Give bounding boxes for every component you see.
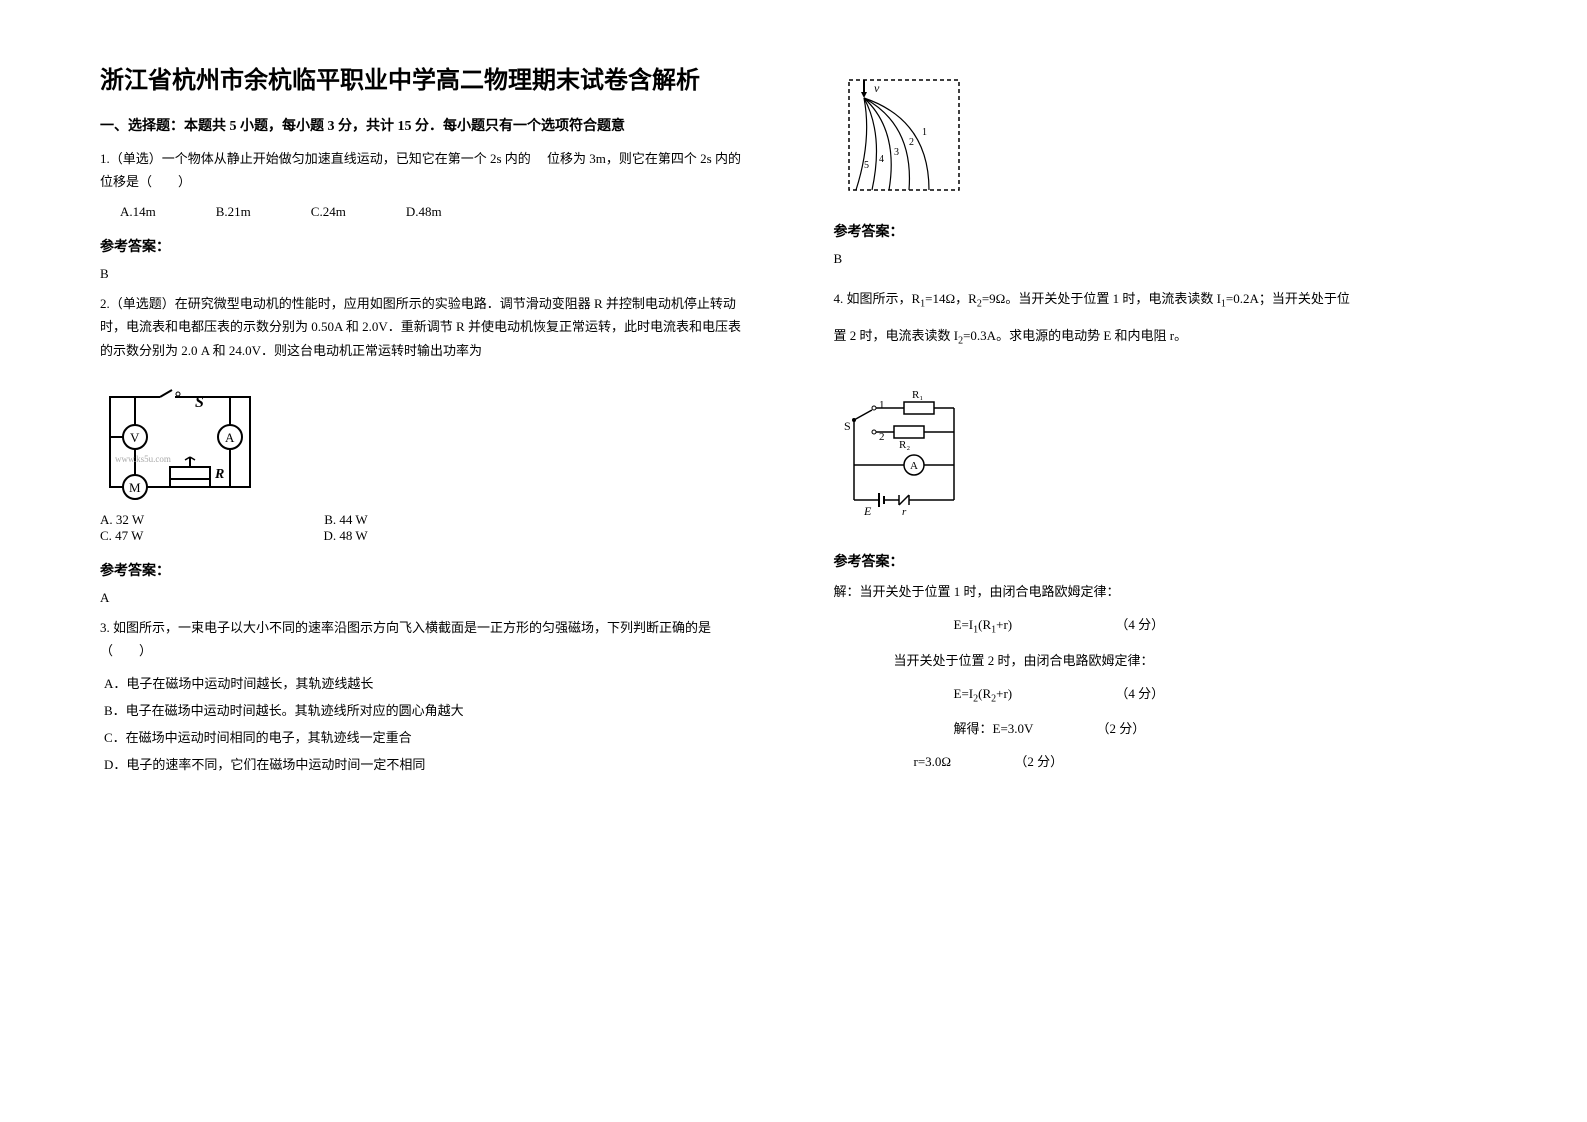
svg-text:4: 4 [879, 154, 884, 165]
q2-options: A. 32 W B. 44 W C. 47 W D. 48 W [100, 512, 754, 544]
q4-text-line2: 置 2 时，电流表读数 I2=0.3A。求电源的电动势 E 和内电阻 r。 [834, 324, 1488, 351]
q4-r2: =9Ω。当开关处于位置 1 时，电流表读数 I [982, 291, 1221, 306]
left-column: 浙江省杭州市余杭临平职业中学高二物理期末试卷含解析 一、选择题：本题共 5 小题… [100, 60, 754, 1062]
q2-answer-label: 参考答案： [100, 560, 754, 580]
q4-score3: （2 分） [1096, 721, 1145, 736]
q4-i2: =0.3A。求电源的电动势 E 和内电阻 r。 [963, 328, 1187, 343]
section-header: 一、选择题：本题共 5 小题，每小题 3 分，共计 15 分．每小题只有一个选项… [100, 115, 754, 135]
svg-text:S: S [195, 394, 204, 411]
q3-opt-a: A．电子在磁场中运动时间越长，其轨迹线越长 [104, 673, 754, 692]
page-title: 浙江省杭州市余杭临平职业中学高二物理期末试卷含解析 [100, 60, 754, 95]
q4-f1c: +r) [996, 617, 1012, 632]
q1-opt-b: B.21m [216, 204, 251, 220]
svg-text:R: R [214, 467, 224, 482]
svg-text:R₁: R₁ [912, 390, 923, 401]
q4-sol2: 当开关处于位置 2 时，由闭合电路欧姆定律： [894, 650, 1488, 669]
q4-score1: （4 分） [1115, 617, 1164, 632]
svg-text:V: V [130, 430, 140, 445]
q2-opt-b: B. 44 W [324, 512, 367, 528]
q2-answer: A [100, 590, 754, 606]
svg-text:www.ks5u.com: www.ks5u.com [115, 454, 171, 464]
q4-text-line1: 4. 如图所示，R1=14Ω，R2=9Ω。当开关处于位置 1 时，电流表读数 I… [834, 287, 1488, 314]
svg-text:A: A [910, 460, 918, 472]
svg-text:A: A [225, 430, 235, 445]
q4-score2: （4 分） [1115, 686, 1164, 701]
q2-text: 2.（单选题）在研究微型电动机的性能时，应用如图所示的实验电路．调节滑动变阻器 … [100, 292, 754, 362]
magnetic-field-diagram: v 1 2 3 4 5 [834, 70, 1488, 205]
svg-text:R₂: R₂ [899, 439, 910, 451]
svg-text:M: M [129, 480, 141, 495]
q4-formula2: E=I2(R2+r) （4 分） [954, 683, 1488, 705]
q4-i1: =0.2A；当开关处于位 [1226, 291, 1350, 306]
q4-score4: （2 分） [1014, 754, 1063, 769]
q3-opt-c: C．在磁场中运动时间相同的电子，其轨迹线一定重合 [104, 727, 754, 746]
q1-options: A.14m B.21m C.24m D.48m [120, 204, 754, 220]
svg-text:S: S [844, 419, 851, 433]
q4-f1a: E=I [954, 617, 974, 632]
svg-text:v: v [874, 81, 880, 95]
q4-sol4: r=3.0Ω [914, 754, 952, 769]
svg-text:2: 2 [909, 137, 914, 148]
q3-answer-label: 参考答案： [834, 221, 1488, 241]
q4-sol4-line: r=3.0Ω （2 分） [914, 751, 1488, 770]
q4-f2a: E=I [954, 686, 974, 701]
q2-opt-c: C. 47 W [100, 528, 143, 544]
q3-opt-b: B．电子在磁场中运动时间越长。其轨迹线所对应的圆心角越大 [104, 700, 754, 719]
right-column: v 1 2 3 4 5 参考答案： B 4. 如图所示，R1=14Ω，R2=9Ω… [834, 60, 1488, 1062]
q2-opt-d: D. 48 W [323, 528, 367, 544]
q1-opt-d: D.48m [406, 204, 442, 220]
q4-f2b: (R [978, 686, 991, 701]
q1-text: 1.（单选）一个物体从静止开始做匀加速直线运动，已知它在第一个 2s 内的 位移… [100, 147, 754, 194]
svg-text:1: 1 [879, 399, 885, 411]
q4-f1b: (R [978, 617, 991, 632]
q4-f2c: +r) [996, 686, 1012, 701]
q4-sol3: 解得：E=3.0V [954, 721, 1034, 736]
q2-opt-a: A. 32 W [100, 512, 144, 528]
q3-text: 3. 如图所示，一束电子以大小不同的速率沿图示方向飞入横截面是一正方形的匀强磁场… [100, 616, 754, 663]
q3-answer: B [834, 251, 1488, 267]
q4-r1: =14Ω，R [925, 291, 977, 306]
circuit-diagram-2: S 1 2 R₁ R₂ A E [834, 390, 1488, 525]
svg-text:E: E [863, 504, 872, 518]
q1-opt-a: A.14m [120, 204, 156, 220]
q4-answer-label: 参考答案： [834, 551, 1488, 571]
svg-text:5: 5 [864, 160, 869, 171]
q4-sol3-line: 解得：E=3.0V （2 分） [954, 718, 1488, 737]
q1-opt-c: C.24m [311, 204, 346, 220]
svg-text:r: r [902, 506, 907, 518]
svg-text:1: 1 [922, 127, 927, 138]
q3-opt-d: D．电子的速率不同，它们在磁场中运动时间一定不相同 [104, 754, 754, 773]
svg-text:3: 3 [894, 147, 899, 158]
q4-sol1: 解：当开关处于位置 1 时，由闭合电路欧姆定律： [834, 581, 1488, 600]
circuit-diagram-1: S A V M R www.ks5u.com [100, 382, 260, 502]
q4-formula1: E=I1(R1+r) （4 分） [954, 614, 1488, 636]
q1-answer-label: 参考答案： [100, 236, 754, 256]
svg-text:2: 2 [879, 431, 885, 443]
q4-t2: 置 2 时，电流表读数 I [834, 328, 959, 343]
q1-answer: B [100, 266, 754, 282]
q4-t1: 4. 如图所示，R [834, 291, 921, 306]
